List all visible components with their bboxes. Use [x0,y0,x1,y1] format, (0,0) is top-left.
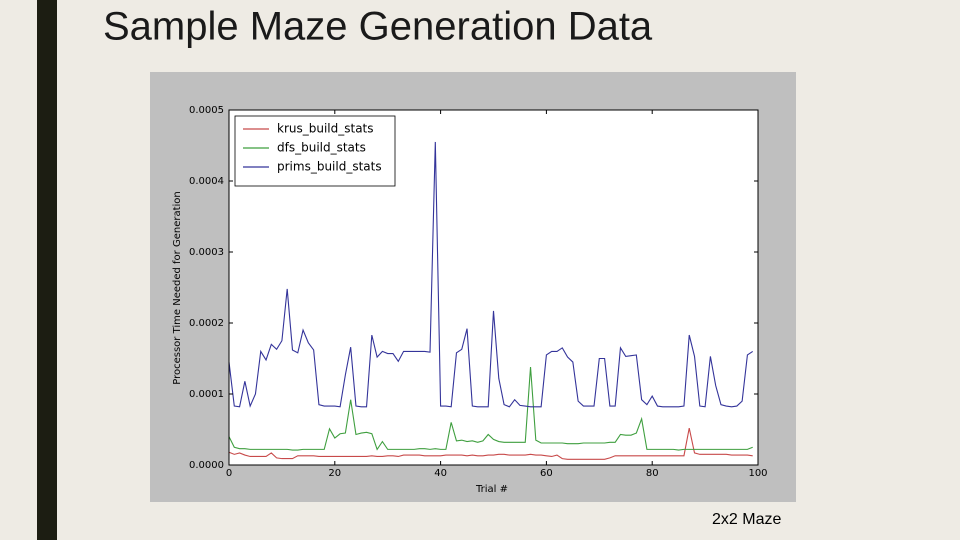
x-tick-label: 20 [328,468,341,479]
legend-label: dfs_build_stats [277,141,366,155]
marks [228,141,754,460]
y-tick-label: 0.0002 [189,318,224,329]
legend-label: krus_build_stats [277,122,374,136]
y-axis-label: Processor Time Needed for Generation [172,191,183,385]
series-line [228,366,753,451]
x-tick-label: 100 [748,468,767,479]
slide-title: Sample Maze Generation Data [103,5,653,49]
x-tick-label: 80 [646,468,659,479]
series-line [228,141,754,408]
plot-frame [228,109,759,466]
legend-box [234,115,396,187]
legend: krus_build_stats dfs_build_stats prims_bui… [234,115,396,187]
y-tick-label: 0.0001 [189,389,224,400]
y-tick-label: 0.0005 [189,105,224,116]
y-tick-label: 0.0000 [189,460,224,471]
series-line [228,427,753,460]
x-tick-label: 60 [540,468,553,479]
x-tick-label: 0 [226,468,232,479]
x-tick-label: 40 [434,468,447,479]
side-bar [37,0,57,540]
x-axis-label: Trial # [475,484,508,495]
y-tick-label: 0.0003 [189,247,224,258]
legend-label: prims_build_stats [277,160,382,174]
caption: 2x2 Maze [712,511,781,528]
y-tick-label: 0.0004 [189,176,224,187]
